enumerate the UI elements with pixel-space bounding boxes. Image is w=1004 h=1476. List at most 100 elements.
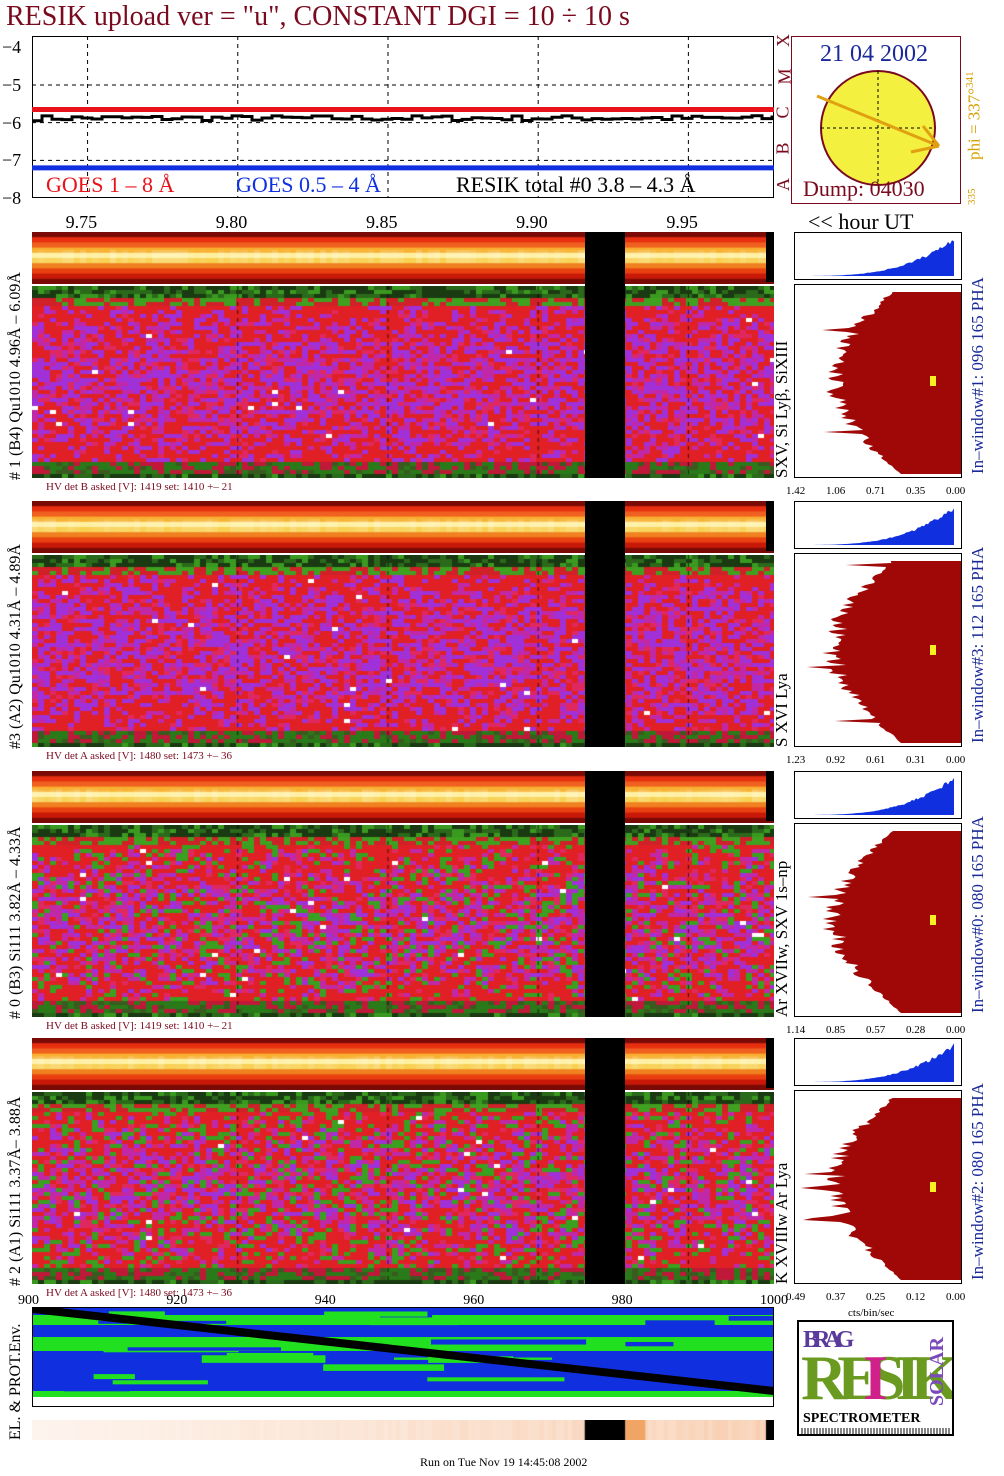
environment-label: EL. & PROT.Env. xyxy=(7,1323,24,1440)
panel-end-marker xyxy=(766,1038,774,1088)
pha-tick-0: 1.14 xyxy=(786,1024,806,1036)
detector-top-strip xyxy=(32,1038,774,1090)
pha-tick-0: 1.42 xyxy=(786,485,806,497)
env-x-tick-4: 980 xyxy=(611,1293,633,1308)
env-x-tick-5: 1000 xyxy=(760,1293,788,1308)
env-x-tick-3: 960 xyxy=(463,1293,485,1308)
panel-end-marker xyxy=(766,501,774,551)
env-fragment xyxy=(706,1378,774,1386)
pha-tick-2: 0.25 xyxy=(866,1291,886,1303)
pha-top-histogram xyxy=(794,501,962,549)
pha-histogram xyxy=(794,823,962,1017)
dump-number: Dump: 04030 xyxy=(803,176,925,201)
pha-tick-1: 0.92 xyxy=(826,754,846,766)
goes-y-tick-4: −8 xyxy=(2,188,22,208)
detector-top-strip xyxy=(32,232,774,284)
pha-tick-3: 0.28 xyxy=(906,1024,926,1036)
pha-window-label: In–window#3: 112 165 PHA xyxy=(968,546,987,743)
env-fragment xyxy=(63,1385,130,1392)
pha-tick-3: 0.31 xyxy=(906,754,926,766)
data-gap xyxy=(584,1038,626,1284)
pha-tick-3: 0.12 xyxy=(906,1291,926,1303)
sun-panel xyxy=(791,36,961,204)
sun-disk xyxy=(816,70,941,186)
pha-tick-2: 0.57 xyxy=(866,1024,886,1036)
env-x-tick-1: 920 xyxy=(166,1293,188,1308)
pha-histogram xyxy=(794,553,962,747)
phi-lower: 335 xyxy=(966,188,978,206)
time-tick-1: 9.80 xyxy=(215,212,248,232)
env-band xyxy=(32,1397,774,1407)
phi-angle: phi = 337°341 xyxy=(964,71,984,160)
env-fragment xyxy=(728,1316,774,1321)
pha-window-label: In–window#2: 080 165 PHA xyxy=(968,1083,987,1280)
pha-tick-4: 0.00 xyxy=(946,1291,966,1303)
env-band xyxy=(32,1315,774,1325)
logo-resik: RESIK xyxy=(801,1342,952,1413)
env-fragment xyxy=(93,1374,135,1380)
goes-y-tick-0: −4 xyxy=(2,37,22,58)
env-trend-line xyxy=(32,1307,774,1395)
goes-legend-item-1: GOES 0.5 – 4 Å xyxy=(236,172,381,197)
spectral-lines-label: S XVI Lya xyxy=(772,673,791,747)
detector-top-strip xyxy=(32,771,774,823)
env-fragment xyxy=(291,1383,394,1390)
time-tick-2: 9.85 xyxy=(365,212,398,232)
observation-date: 21 04 2002 xyxy=(820,41,928,67)
detector-spectrogram xyxy=(32,1092,774,1284)
env-fragment xyxy=(382,1320,447,1323)
goes-plot xyxy=(32,36,774,198)
pha-window-label: In–window#0: 080 165 PHA xyxy=(968,816,987,1013)
detector-label: # 1 (B4) Qu1010 4.96Å – 6.09Å xyxy=(7,272,24,480)
logo-fine-print xyxy=(801,1428,951,1434)
env-fragment xyxy=(369,1320,459,1326)
goes-legend-item-0: GOES 1 – 8 Å xyxy=(46,172,175,197)
logo-brag: BRAG xyxy=(803,1327,854,1353)
env-fragment xyxy=(453,1367,559,1372)
spectral-lines-label: Ar XVIIw, SXV 1s–np xyxy=(772,860,791,1017)
pha-tick-1: 0.37 xyxy=(826,1291,846,1303)
resik-total-series xyxy=(32,114,774,123)
data-gap xyxy=(584,232,626,478)
pha-tick-0: 1.23 xyxy=(786,754,806,766)
env-band xyxy=(32,1307,774,1315)
time-tick-4: 9.95 xyxy=(666,212,698,232)
environment-frame xyxy=(32,1307,774,1407)
env-fragment xyxy=(430,1339,587,1345)
detector-label: # 0 (B3) Si111 3.82Å – 4.33Å xyxy=(7,826,24,1019)
env-fragment xyxy=(201,1355,326,1363)
goes-y-tick-1: −5 xyxy=(2,74,22,95)
goes-y-tick-3: −7 xyxy=(2,150,22,171)
pha-tick-4: 0.00 xyxy=(946,1024,966,1036)
pha-tick-3: 0.35 xyxy=(906,485,926,497)
pha-tick-1: 0.85 xyxy=(826,1024,846,1036)
env-fragment xyxy=(389,1307,541,1310)
hv-settings: HV det A asked [V]: 1480 set: 1473 +– 36 xyxy=(46,1287,232,1299)
pha-top-histogram xyxy=(794,771,962,819)
logo-solar: SOLAR xyxy=(926,1337,948,1406)
hour-ut-label: << hour UT xyxy=(808,209,914,234)
env-fragment xyxy=(127,1347,281,1351)
logo-i-overlay: I xyxy=(863,1342,888,1413)
env-fragment xyxy=(632,1308,757,1314)
detector-spectrogram xyxy=(32,555,774,747)
pha-tick-2: 0.61 xyxy=(866,754,886,766)
time-tick-0: 9.75 xyxy=(65,212,98,232)
env-strip-canvas xyxy=(32,1420,774,1440)
spectral-lines-label: SXV, Si Lyβ, SiXIII xyxy=(772,340,791,478)
pha-x-axis-label: cts/bin/sec xyxy=(848,1307,895,1319)
env-fragment xyxy=(226,1327,378,1335)
env-fragment xyxy=(324,1311,428,1317)
env-x-tick-2: 940 xyxy=(314,1293,336,1308)
pha-histogram xyxy=(794,1090,962,1284)
env-fragment xyxy=(112,1380,208,1385)
spectral-lines-label: K XVIIIw Ar Lya xyxy=(772,1162,791,1284)
time-tick-3: 9.90 xyxy=(516,212,548,232)
env-x-tick-0: 900 xyxy=(18,1293,39,1308)
env-fragment xyxy=(109,1361,197,1368)
pha-tick-2: 0.71 xyxy=(866,485,886,497)
env-fragment xyxy=(489,1325,563,1334)
environment-intensity-strip xyxy=(32,1420,774,1440)
env-fragment xyxy=(625,1341,674,1347)
pha-tick-0: 0.49 xyxy=(786,1291,806,1303)
